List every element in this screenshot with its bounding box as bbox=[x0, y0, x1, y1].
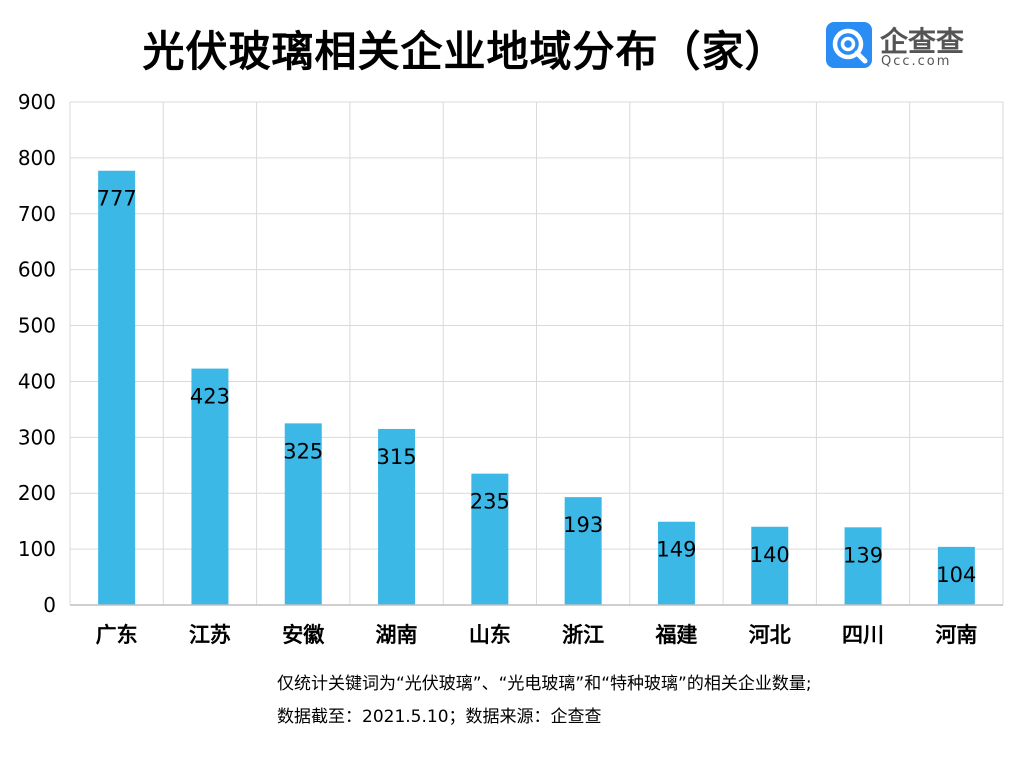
footnote: 仅统计关键词为“光伏玻璃”、“光电玻璃”和“特种玻璃”的相关企业数量; 数据截至… bbox=[277, 668, 812, 734]
bar bbox=[284, 423, 322, 605]
data-label: 235 bbox=[470, 490, 510, 514]
bar bbox=[751, 526, 789, 605]
x-tick-label: 四川 bbox=[842, 623, 884, 647]
logo-domain: Qcc.com bbox=[881, 54, 952, 69]
y-tick-label: 0 bbox=[43, 593, 56, 617]
bar bbox=[98, 170, 136, 605]
y-tick-label: 800 bbox=[18, 146, 56, 170]
qcc-logo: 企查查 Qcc.com bbox=[826, 22, 1006, 78]
axes: 0 100 200 300 400 500 600 700 800 900 广东 江苏 安徽 湖南 山东 浙江… bbox=[18, 90, 1003, 647]
y-tick-label: 300 bbox=[18, 425, 56, 449]
x-tick-label: 河北 bbox=[749, 623, 791, 647]
y-tick-label: 200 bbox=[18, 481, 56, 505]
data-label: 139 bbox=[843, 543, 883, 567]
data-label: 315 bbox=[377, 445, 417, 469]
data-label: 140 bbox=[750, 543, 790, 567]
bar bbox=[657, 521, 695, 605]
logo-name: 企查查 bbox=[880, 25, 965, 58]
y-tick-label: 400 bbox=[18, 369, 56, 393]
x-tick-label: 浙江 bbox=[562, 623, 604, 647]
bar bbox=[844, 527, 882, 605]
bar bbox=[471, 473, 509, 605]
data-label: 104 bbox=[936, 563, 976, 587]
x-tick-label: 河南 bbox=[935, 623, 977, 647]
chart-title: 光伏玻璃相关企业地域分布（家） bbox=[142, 27, 788, 76]
bar bbox=[937, 546, 975, 605]
footnote-scope: 仅统计关键词为“光伏玻璃”、“光电玻璃”和“特种玻璃”的相关企业数量; bbox=[277, 674, 812, 694]
y-tick-label: 500 bbox=[18, 314, 56, 338]
bars bbox=[98, 170, 975, 605]
x-tick-label: 福建 bbox=[654, 623, 697, 647]
data-label: 423 bbox=[190, 385, 230, 409]
x-tick-label: 山东 bbox=[469, 623, 511, 647]
bar bbox=[564, 497, 602, 605]
data-label: 325 bbox=[283, 439, 323, 463]
data-label: 193 bbox=[563, 513, 603, 537]
data-labels: 777 423 325 315 235 193 149 140 139 104 bbox=[97, 187, 977, 587]
y-tick-label: 900 bbox=[18, 90, 56, 114]
y-tick-label: 600 bbox=[18, 258, 56, 282]
bar bbox=[191, 368, 229, 605]
footnote-source: 数据截至：2021.5.10；数据来源：企查查 bbox=[277, 707, 602, 727]
y-tick-label: 700 bbox=[18, 202, 56, 226]
x-tick-label: 湖南 bbox=[376, 623, 418, 647]
data-label: 149 bbox=[656, 538, 696, 562]
y-tick-label: 100 bbox=[18, 537, 56, 561]
x-tick-label: 江苏 bbox=[189, 623, 231, 647]
x-tick-label: 广东 bbox=[96, 623, 138, 647]
x-tick-label: 安徽 bbox=[282, 623, 325, 647]
qcc-logo-icon bbox=[826, 22, 872, 68]
bar bbox=[378, 428, 416, 605]
data-label: 777 bbox=[97, 187, 137, 211]
